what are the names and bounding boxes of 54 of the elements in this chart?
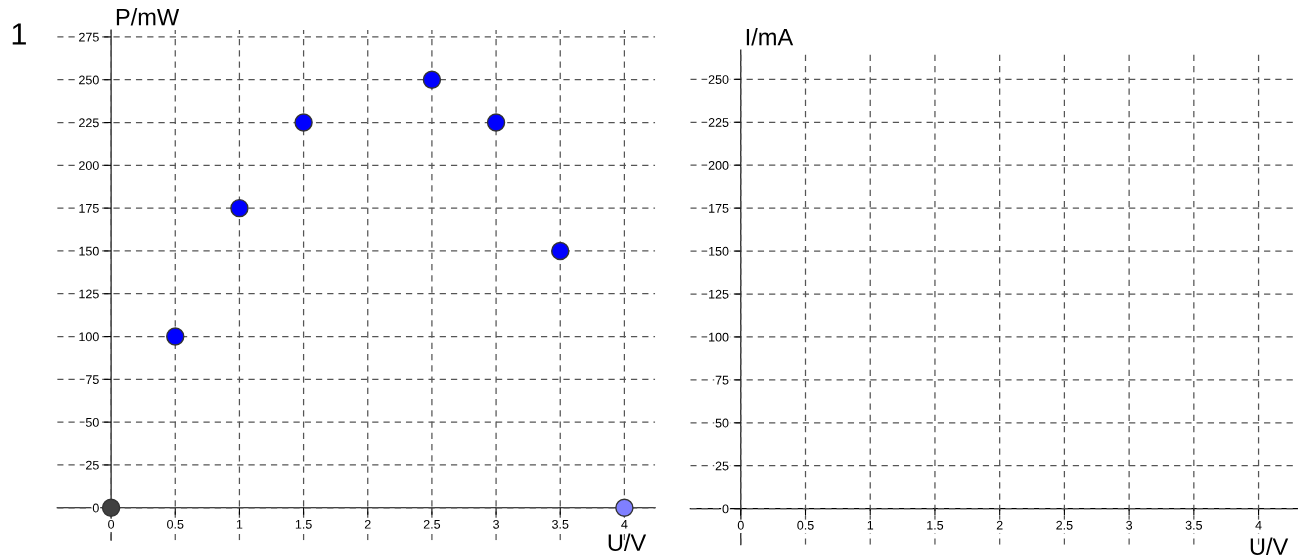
y-tick-label: 225 bbox=[79, 118, 99, 128]
y-tick-label: 50 bbox=[715, 418, 729, 428]
y-tick-label: 75 bbox=[715, 375, 729, 385]
x-axis-title: U/V bbox=[608, 533, 647, 551]
y-tick-label: 200 bbox=[79, 161, 99, 170]
point bbox=[486, 113, 506, 132]
x-tick-label: 2.5 bbox=[1056, 520, 1073, 530]
point bbox=[230, 198, 249, 218]
y-tick-label: 0 bbox=[92, 503, 99, 513]
point bbox=[551, 241, 570, 261]
y-tick-label: 150 bbox=[709, 246, 729, 256]
y-tick-label: 100 bbox=[79, 332, 99, 342]
y-tick-label: 125 bbox=[79, 289, 99, 299]
y-tick-label: 250 bbox=[708, 75, 729, 84]
y-tick-label: 225 bbox=[708, 118, 729, 127]
y-axis-title: I/mA bbox=[746, 28, 794, 46]
x-tick-label: 0.5 bbox=[797, 520, 814, 530]
x-tick-label: 2 bbox=[996, 520, 1003, 530]
x-axis-title: U/V bbox=[1250, 537, 1289, 555]
y-axis-title: P/mW bbox=[116, 8, 180, 26]
y-tick-label: 150 bbox=[79, 246, 99, 256]
point bbox=[166, 327, 185, 346]
x-tick-label: 3 bbox=[493, 519, 499, 529]
point bbox=[294, 113, 313, 132]
y-tick-label: 175 bbox=[79, 204, 99, 213]
point bbox=[101, 498, 121, 517]
x-tick-label: 3.5 bbox=[1185, 520, 1203, 530]
y-tick-label: 0 bbox=[722, 504, 729, 514]
x-tick-label: 4 bbox=[621, 520, 628, 529]
point bbox=[615, 498, 634, 517]
y-tick-label: 200 bbox=[708, 161, 729, 170]
y-tick-label: 250 bbox=[79, 75, 99, 85]
x-tick-label: 4 bbox=[1255, 520, 1262, 530]
y-tick-label: 50 bbox=[85, 417, 99, 427]
y-tick-label: 175 bbox=[709, 204, 729, 213]
y-tick-label: 100 bbox=[709, 332, 729, 342]
x-tick-label: 0 bbox=[108, 519, 115, 529]
point bbox=[422, 70, 442, 89]
x-tick-label: 1 bbox=[867, 520, 874, 530]
y-tick-label: 25 bbox=[715, 461, 729, 471]
y-tick-label: 25 bbox=[86, 460, 99, 470]
x-tick-label: 1 bbox=[236, 520, 243, 529]
x-tick-label: 2.5 bbox=[423, 519, 441, 529]
y-tick-label: 75 bbox=[86, 375, 99, 384]
x-tick-label: 3 bbox=[1126, 520, 1133, 530]
x-tick-label: 1.5 bbox=[295, 520, 312, 529]
x-tick-label: 2 bbox=[364, 519, 371, 529]
y-tick-label: 125 bbox=[709, 289, 729, 299]
text: 1 bbox=[12, 23, 26, 45]
x-tick-label: 0.5 bbox=[167, 519, 184, 529]
x-tick-label: 1.5 bbox=[927, 520, 944, 530]
x-tick-label: 0 bbox=[737, 520, 744, 530]
x-tick-label: 3.5 bbox=[552, 519, 569, 529]
y-tick-label: 275 bbox=[79, 32, 99, 42]
